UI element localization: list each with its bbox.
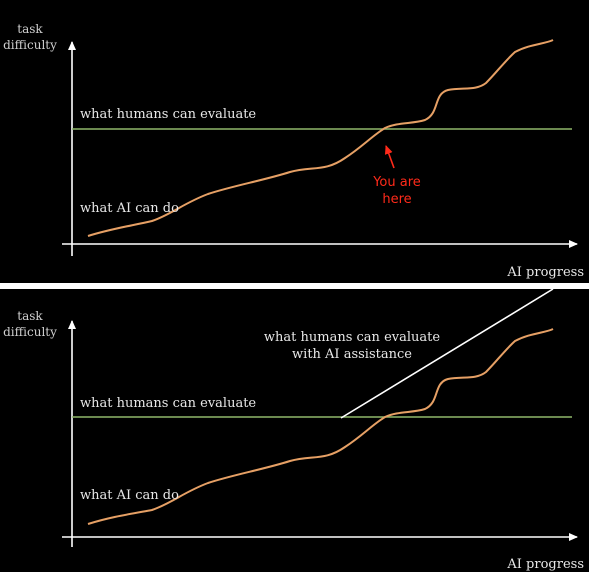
ai-capability-curve	[87, 328, 554, 525]
assist-line-label-line2: with AI assistance	[292, 347, 412, 362]
x-axis-label: AI progress	[506, 265, 584, 280]
you-are-here-label-line2: here	[382, 192, 411, 207]
y-axis-label-line2: difficulty	[3, 325, 57, 339]
y-axis-label-line1: task	[17, 309, 43, 323]
human-line-label: what humans can evaluate	[80, 396, 256, 411]
ai-capability-curve	[87, 39, 554, 237]
bottom-diagram: task difficulty AI progress what humans …	[3, 289, 584, 572]
y-axis-label-line1: task	[17, 22, 43, 36]
ai-assisted-evaluation-line	[340, 289, 554, 419]
x-axis-label: AI progress	[506, 557, 584, 572]
assist-line-label-line1: what humans can evaluate	[264, 330, 440, 345]
bottom-diagram-panel: task difficulty AI progress what humans …	[0, 289, 589, 572]
you-are-here-label-line1: You are	[372, 175, 421, 190]
ai-curve-label: what AI can do	[80, 201, 179, 216]
human-line-label: what humans can evaluate	[80, 107, 256, 122]
panel-divider	[0, 283, 589, 289]
ai-curve-label: what AI can do	[80, 488, 179, 503]
top-diagram-panel: task difficulty AI progress what humans …	[0, 0, 589, 283]
top-diagram: task difficulty AI progress what humans …	[3, 22, 584, 280]
you-are-here-arrow	[384, 145, 395, 169]
y-axis-label-line2: difficulty	[3, 38, 57, 52]
